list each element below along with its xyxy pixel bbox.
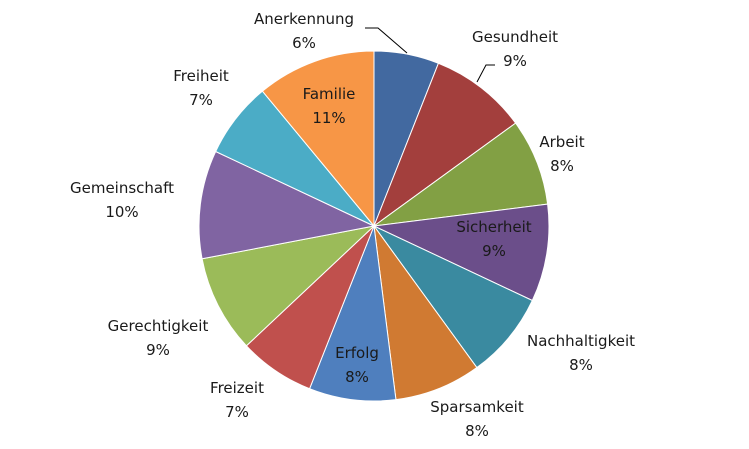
slice-percent-label: 7% [189, 91, 213, 109]
slice-labels: Anerkennung 6% Gesundheit 9% Arbeit 8% Sicherh… [70, 10, 635, 440]
slice-percent-label: 10% [105, 203, 138, 221]
slice-label-gesundheit: Gesundheit 9% [472, 28, 558, 70]
slice-label-erfolg: Erfolg 8% [335, 344, 379, 386]
slice-category-label: Sparsamkeit [430, 398, 524, 416]
slice-category-label: Nachhaltigkeit [527, 332, 635, 350]
leader-line-anerkennung [365, 27, 408, 54]
slice-label-arbeit: Arbeit 8% [539, 133, 584, 175]
slice-category-label: Anerkennung [254, 10, 354, 28]
slice-category-label: Freiheit [173, 67, 229, 85]
slice-category-label: Familie [303, 85, 356, 103]
slice-category-label: Gesundheit [472, 28, 558, 46]
pie-slice-sicherheit [372, 203, 550, 302]
slice-category-label: Erfolg [335, 344, 379, 362]
slice-percent-label: 8% [345, 368, 369, 386]
slice-category-label: Freizeit [210, 379, 264, 397]
slice-label-freizeit: Freizeit 7% [210, 379, 264, 421]
leader-line-gesundheit [476, 64, 495, 83]
slice-percent-label: 8% [569, 356, 593, 374]
leader-lines [365, 27, 495, 83]
slice-percent-label: 9% [482, 242, 506, 260]
slice-percent-label: 11% [312, 109, 345, 127]
slice-category-label: Arbeit [539, 133, 584, 151]
slice-category-label: Gerechtigkeit [108, 317, 209, 335]
slice-label-familie: Familie 11% [303, 85, 356, 127]
pie-slice-gesundheit [372, 62, 517, 228]
pie-slice-gerechtigkeit [201, 225, 376, 347]
slice-label-sicherheit: Sicherheit 9% [456, 218, 531, 260]
slice-category-label: Sicherheit [456, 218, 531, 236]
slice-percent-label: 9% [146, 341, 170, 359]
slice-label-anerkennung: Anerkennung 6% [254, 10, 354, 52]
slice-label-gerechtigkeit: Gerechtigkeit 9% [108, 317, 209, 359]
slice-percent-label: 8% [465, 422, 489, 440]
slice-percent-label: 6% [292, 34, 316, 52]
slice-percent-label: 7% [225, 403, 249, 421]
slice-label-gemeinschaft: Gemeinschaft 10% [70, 179, 174, 221]
slice-percent-label: 9% [503, 52, 527, 70]
slice-category-label: Gemeinschaft [70, 179, 174, 197]
pie-slices [198, 50, 550, 402]
slice-label-nachhaltigkeit: Nachhaltigkeit 8% [527, 332, 635, 374]
slice-label-sparsamkeit: Sparsamkeit 8% [430, 398, 524, 440]
pie-slice-gemeinschaft [198, 150, 376, 260]
slice-percent-label: 8% [550, 157, 574, 175]
slice-label-freiheit: Freiheit 7% [173, 67, 229, 109]
pie-slice-familie [261, 50, 375, 228]
